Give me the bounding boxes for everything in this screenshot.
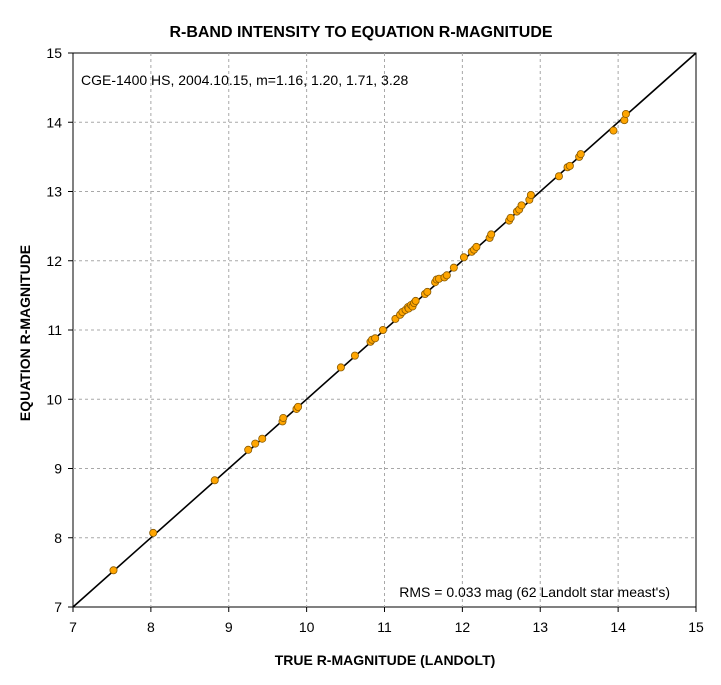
y-tick-label: 9 — [54, 461, 62, 477]
data-point — [576, 150, 585, 159]
data-point — [294, 402, 303, 411]
data-point — [336, 363, 345, 372]
data-point — [609, 126, 618, 135]
data-point — [506, 213, 515, 222]
data-point — [449, 263, 458, 272]
chart-title: R-BAND INTENSITY TO EQUATION R-MAGNITUDE — [169, 24, 552, 41]
x-tick-label: 10 — [299, 619, 315, 635]
data-point — [517, 201, 526, 210]
x-tick-label: 14 — [610, 619, 626, 635]
data-point — [251, 439, 260, 448]
data-point — [459, 253, 468, 262]
y-axis-title: EQUATION R-MAGNITUDE — [17, 245, 33, 421]
rms-annotation: RMS = 0.033 mag (62 Landolt star meast's… — [399, 584, 670, 600]
x-tick-label: 15 — [688, 619, 704, 635]
data-point — [109, 566, 118, 575]
gridlines — [73, 53, 696, 607]
data-point — [423, 287, 432, 296]
axis-ticks: 7 8 9 10 11 12 13 14 15 7 8 9 10 11 12 13 14 15 — [46, 45, 704, 635]
data-point — [472, 242, 481, 251]
data-point — [244, 445, 253, 454]
data-point — [621, 109, 630, 118]
y-tick-label: 15 — [46, 45, 62, 61]
x-tick-label: 13 — [532, 619, 548, 635]
y-tick-label: 8 — [54, 530, 62, 546]
y-tick-label: 13 — [46, 184, 62, 200]
data-point — [442, 271, 451, 280]
data-point — [487, 230, 496, 239]
x-tick-label: 9 — [225, 619, 233, 635]
x-tick-label: 7 — [69, 619, 77, 635]
data-point — [565, 161, 574, 170]
data-point — [554, 172, 563, 181]
info-annotation: CGE-1400 HS, 2004.10.15, m=1.16, 1.20, 1… — [81, 72, 408, 88]
y-tick-label: 11 — [47, 322, 62, 338]
data-point — [350, 351, 359, 360]
y-tick-label: 12 — [46, 253, 62, 269]
x-tick-label: 12 — [455, 619, 471, 635]
data-point — [149, 528, 158, 537]
data-point — [258, 434, 267, 443]
y-tick-label: 7 — [54, 599, 62, 615]
data-point — [210, 476, 219, 485]
data-point — [378, 325, 387, 334]
data-point — [411, 296, 420, 305]
y-tick-label: 14 — [46, 114, 62, 130]
data-point — [371, 334, 380, 343]
data-points — [109, 109, 630, 575]
x-tick-label: 11 — [377, 619, 392, 635]
y-tick-label: 10 — [46, 391, 62, 407]
x-tick-label: 8 — [147, 619, 155, 635]
x-axis-title: TRUE R-MAGNITUDE (LANDOLT) — [275, 652, 496, 668]
data-point — [279, 413, 288, 422]
data-point — [526, 190, 535, 199]
